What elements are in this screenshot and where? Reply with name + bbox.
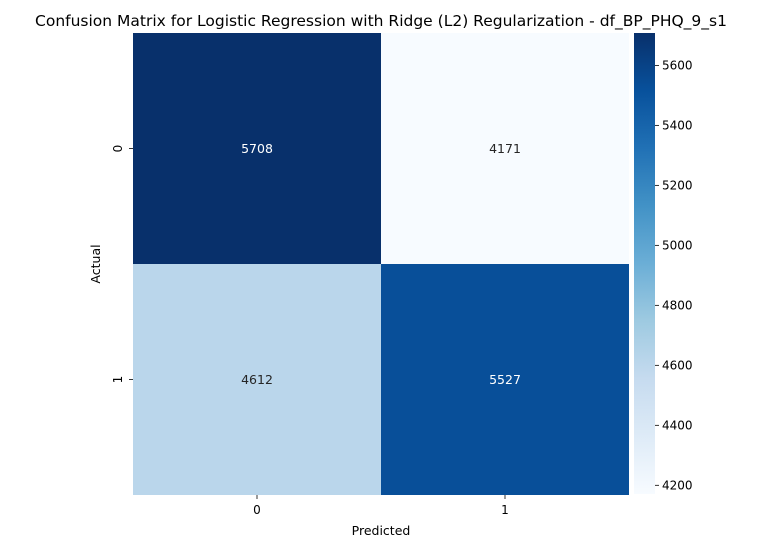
x-tick-label: 1 (501, 503, 509, 517)
y-axis-label: Actual (88, 244, 103, 283)
heatmap-cell (381, 264, 629, 495)
cell-value-label: 4171 (489, 141, 521, 156)
colorbar-tick-label: 4200 (662, 478, 693, 492)
heatmap-cell-labels: 5708 4171 4612 5527 (241, 141, 521, 387)
x-axis-label: Predicted (352, 523, 411, 538)
x-tick-label: 0 (253, 503, 261, 517)
heatmap-cells (133, 33, 629, 495)
colorbar (634, 33, 655, 494)
cell-value-label: 4612 (241, 372, 273, 387)
y-axis-ticks: 01 (111, 145, 133, 384)
chart-title: Confusion Matrix for Logistic Regression… (35, 12, 727, 31)
cell-value-label: 5527 (489, 372, 521, 387)
heatmap-cell (381, 33, 629, 264)
heatmap-cell (133, 264, 381, 495)
cell-value-label: 5708 (241, 141, 273, 156)
heatmap-cell (133, 33, 381, 264)
colorbar-tick-label: 4600 (662, 358, 693, 372)
colorbar-tick-label: 5000 (662, 238, 693, 252)
y-tick-label: 0 (111, 145, 125, 153)
colorbar-tick-label: 5400 (662, 118, 693, 132)
colorbar-tick-label: 4400 (662, 418, 693, 432)
colorbar-tick-label: 5200 (662, 178, 693, 192)
y-tick-label: 1 (111, 376, 125, 384)
colorbar-ticks: 4200 4400 4600 4800 5000 5200 5400 5600 (655, 58, 693, 492)
colorbar-tick-label: 5600 (662, 58, 693, 72)
colorbar-tick-label: 4800 (662, 298, 693, 312)
